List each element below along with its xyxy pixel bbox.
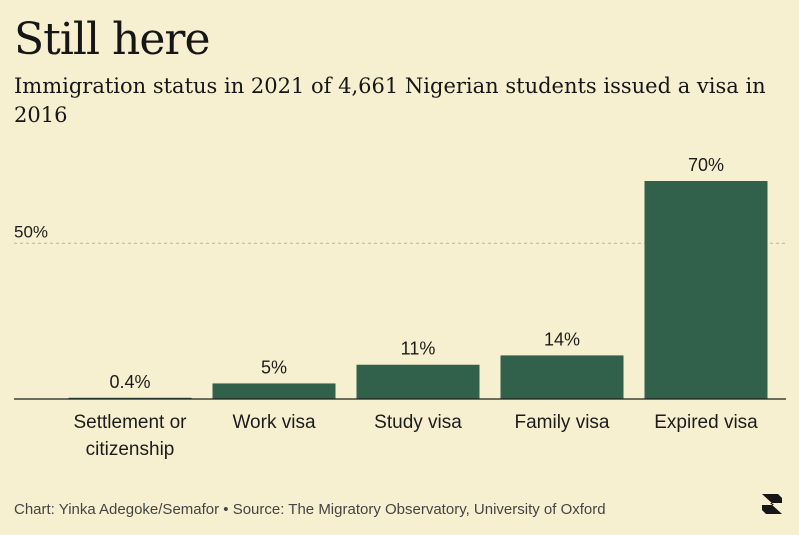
chart-title: Still here: [14, 14, 210, 65]
category-label: Settlement or: [74, 412, 188, 433]
category-label: citizenship: [86, 439, 175, 460]
category-label: Expired visa: [654, 412, 758, 433]
bar: [68, 397, 192, 399]
category-label: Family visa: [514, 412, 609, 433]
category-label: Study visa: [374, 412, 462, 433]
category-label: Work visa: [232, 412, 315, 433]
semafor-logo-icon: [762, 494, 782, 514]
value-label: 5%: [261, 357, 287, 377]
bar: [644, 181, 768, 399]
bar: [356, 364, 480, 399]
source-note: Chart: Yinka Adegoke/Semafor • Source: T…: [14, 501, 606, 518]
gridline-label: 50%: [14, 222, 48, 241]
value-label: 0.4%: [109, 372, 150, 392]
value-label: 11%: [401, 339, 436, 359]
value-label: 14%: [544, 329, 580, 349]
value-label: 70%: [688, 155, 724, 175]
bar-chart: 50% 0.4% Settlement or citizenship 5% Work vi…: [14, 155, 786, 460]
chart-subtitle: Immigration status in 2021 of 4,661 Nige…: [14, 74, 766, 127]
bar: [212, 383, 336, 399]
bar: [500, 355, 624, 399]
